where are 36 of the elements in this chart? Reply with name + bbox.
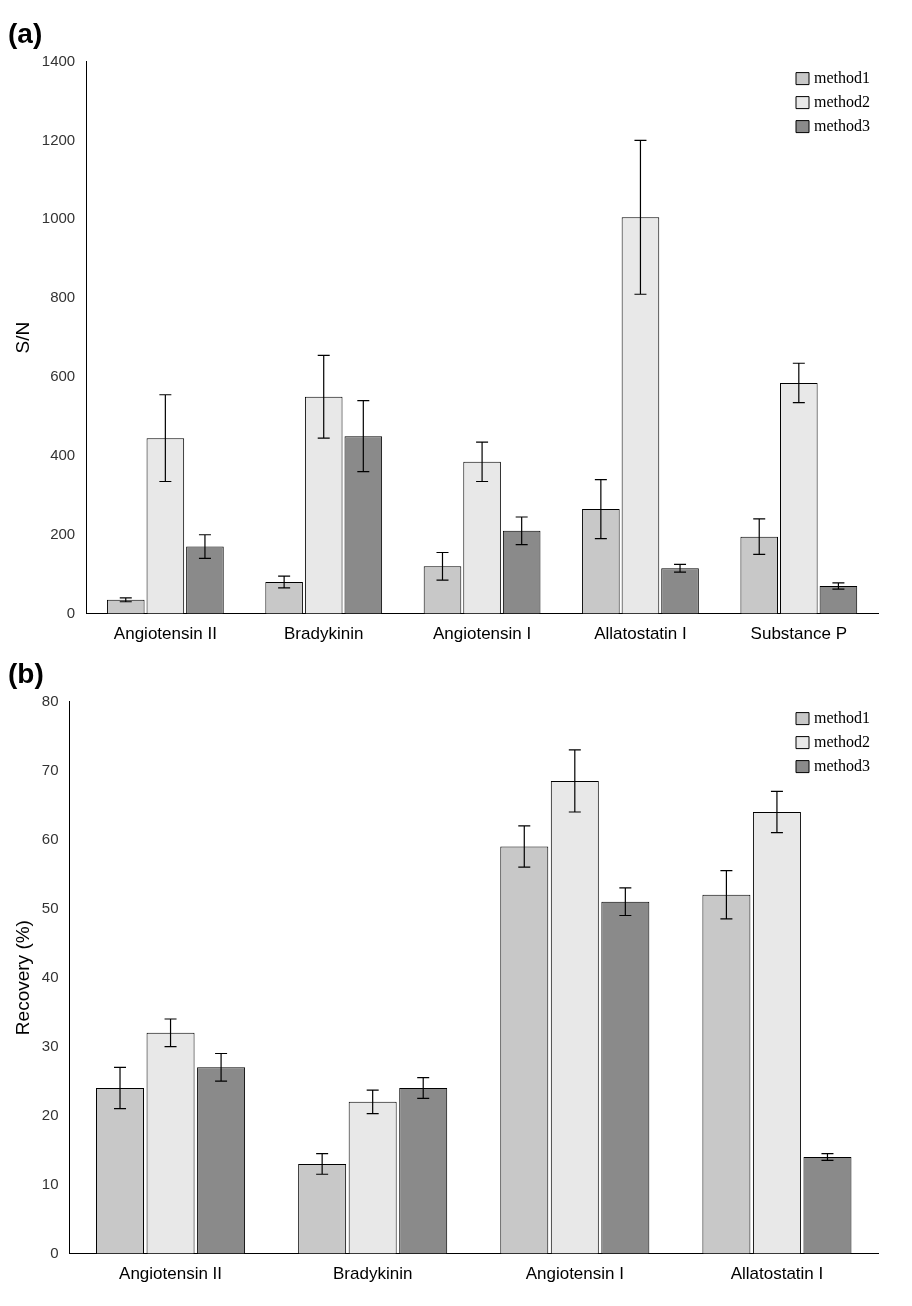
y-tick-label: 20 <box>41 1105 59 1123</box>
legend-label: method3 <box>814 756 871 774</box>
y-axis-title: Recovery (%) <box>11 920 33 1036</box>
y-tick-label: 1200 <box>41 130 76 148</box>
y-tick-label: 60 <box>41 829 59 847</box>
legend-label: method3 <box>814 116 871 134</box>
x-tick-label: Allatostatin I <box>594 624 687 644</box>
y-tick-label: 800 <box>50 288 76 306</box>
x-tick-label: Angiotensin I <box>432 624 532 644</box>
x-tick-label: Substance P <box>750 624 848 644</box>
y-tick-label: 200 <box>50 524 76 542</box>
x-tick-label: Bradykinin <box>284 624 364 644</box>
y-tick-label: 70 <box>41 760 59 778</box>
y-tick-label: 10 <box>41 1174 59 1192</box>
x-tick-label: Angiotensin I <box>525 1264 624 1284</box>
y-tick-label: 50 <box>41 898 59 916</box>
chart-title: (a) <box>8 17 43 49</box>
y-tick-label: 0 <box>50 1243 59 1261</box>
y-axis-title: S/N <box>11 321 33 354</box>
legend-label: method1 <box>814 708 871 726</box>
legend-label: method2 <box>814 732 871 750</box>
x-tick-label: Angiotensin II <box>119 1264 223 1284</box>
y-tick-label: 80 <box>41 691 59 709</box>
y-tick-label: 40 <box>41 967 59 985</box>
x-tick-label: Bradykinin <box>332 1264 413 1284</box>
chart-title: (b) <box>8 657 44 689</box>
legend-label: method2 <box>814 92 871 110</box>
x-tick-label: Allatostatin I <box>730 1264 824 1284</box>
y-tick-label: 1400 <box>41 51 76 69</box>
x-tick-label: Angiotensin II <box>113 624 217 644</box>
y-tick-label: 600 <box>50 367 76 385</box>
legend-label: method1 <box>814 68 871 86</box>
y-tick-label: 30 <box>41 1036 59 1054</box>
y-tick-label: 0 <box>66 603 76 621</box>
y-tick-label: 1000 <box>41 209 76 227</box>
y-tick-label: 400 <box>50 446 76 464</box>
